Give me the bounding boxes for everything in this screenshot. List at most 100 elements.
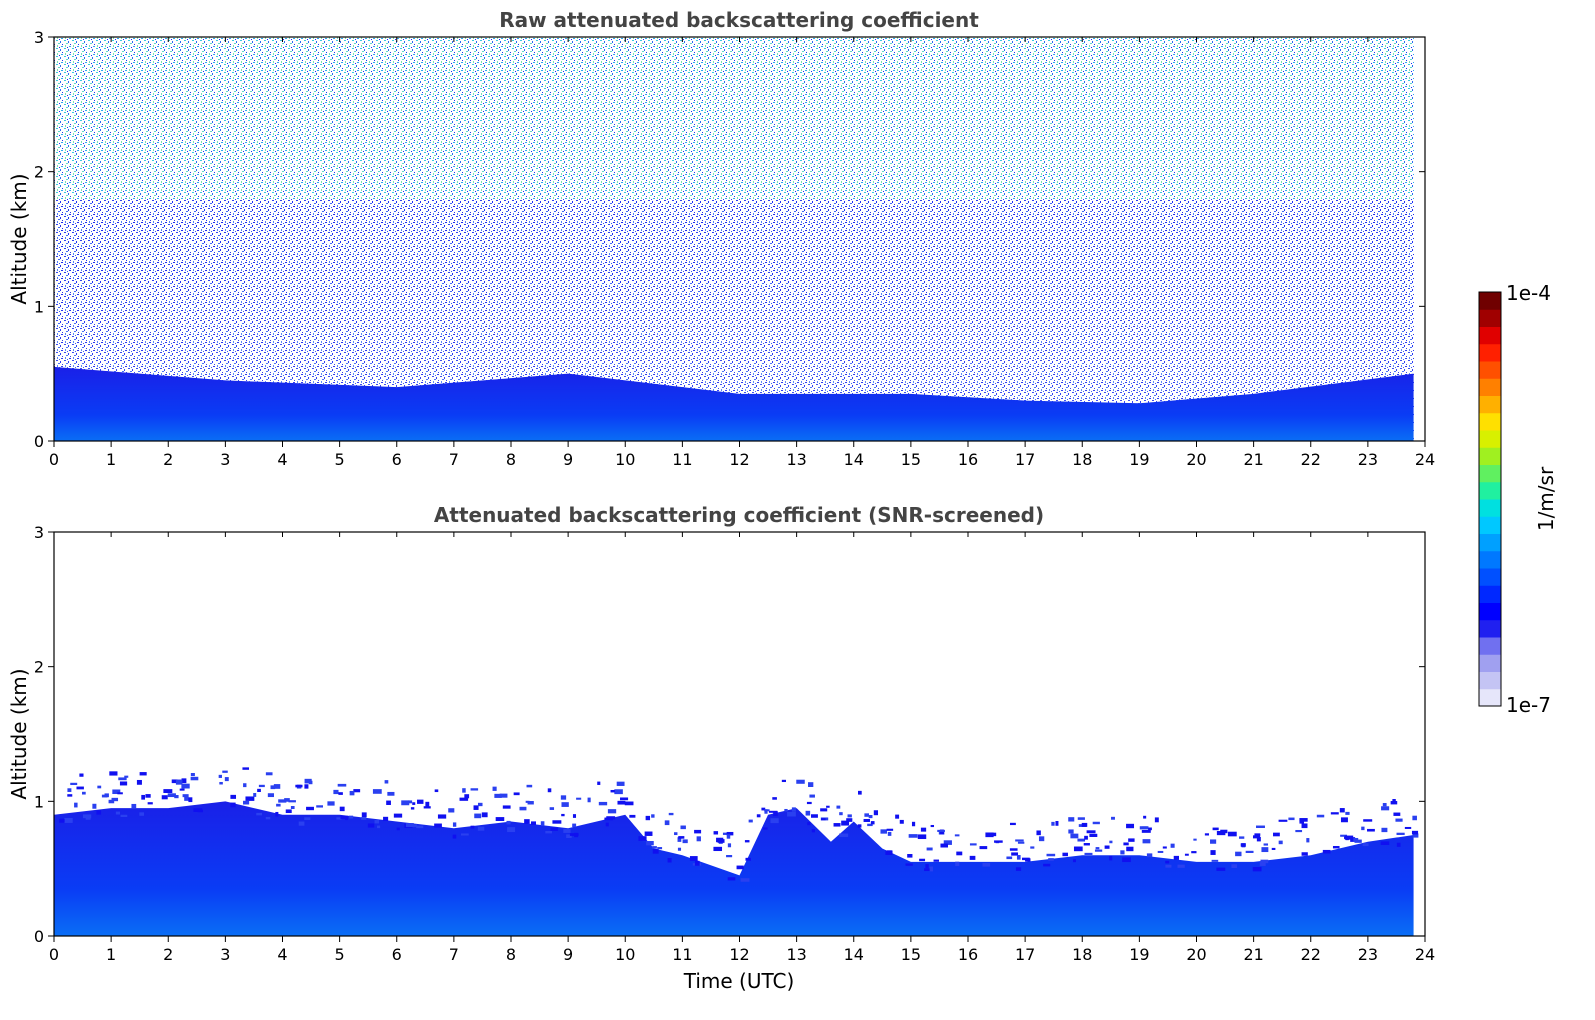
speckle [74, 802, 78, 808]
x-tick-label: 4 [277, 450, 287, 469]
speckle [1123, 842, 1129, 846]
speckle [434, 823, 442, 828]
speckle [652, 846, 657, 849]
speckle [265, 772, 273, 776]
speckle [452, 822, 457, 827]
speckle [1216, 867, 1226, 871]
speckle [809, 794, 815, 798]
x-tick-label: 23 [1358, 945, 1378, 964]
speckle [756, 814, 761, 818]
speckle [275, 811, 279, 817]
colorbar-swatch [1479, 671, 1501, 690]
speckle [405, 823, 414, 828]
speckle [1212, 827, 1219, 831]
speckle [572, 823, 577, 828]
speckle [494, 793, 502, 798]
speckle [547, 788, 552, 793]
speckle [926, 847, 933, 851]
speckle [1322, 849, 1331, 854]
speckle [276, 803, 281, 807]
x-tick-label: 15 [901, 450, 921, 469]
speckle [524, 819, 530, 824]
colorbar-swatch [1479, 343, 1501, 362]
colorbar-swatch [1479, 533, 1501, 552]
speckle [412, 802, 416, 805]
speckle [664, 820, 670, 826]
speckle [222, 770, 228, 773]
y-tick-label: 0 [34, 927, 44, 946]
speckle [566, 834, 572, 839]
speckle [290, 806, 295, 810]
colorbar-unit-label: 1/m/sr [1534, 466, 1558, 531]
speckle [943, 840, 952, 845]
speckle [1390, 801, 1398, 805]
speckle [826, 805, 830, 808]
speckle [278, 799, 287, 803]
x-tick-label: 15 [901, 945, 921, 964]
top-y-axis-label: Altitude (km) [7, 173, 31, 304]
speckle [552, 820, 562, 824]
speckle [197, 809, 203, 813]
speckle [820, 808, 828, 812]
colorbar-swatch [1479, 395, 1501, 414]
speckle [396, 827, 400, 831]
speckle [112, 789, 121, 795]
speckle [887, 831, 892, 836]
speckle [713, 831, 719, 835]
speckle [1245, 850, 1254, 853]
speckle [1227, 831, 1237, 837]
speckle [1072, 859, 1076, 863]
y-tick-label: 2 [34, 163, 44, 182]
speckle [933, 859, 940, 862]
speckle [67, 788, 72, 792]
speckle [1340, 834, 1348, 837]
colorbar-swatch [1479, 361, 1501, 379]
speckle [267, 793, 274, 798]
speckle [481, 812, 488, 818]
speckle [361, 812, 367, 818]
speckle [526, 784, 533, 788]
speckle [762, 827, 768, 830]
speckle [956, 851, 963, 856]
x-tick-label: 14 [844, 945, 864, 964]
colorbar-swatch [1479, 568, 1501, 586]
colorbar-swatch [1479, 464, 1501, 483]
speckle [598, 801, 608, 806]
speckle [839, 812, 843, 816]
speckle [713, 846, 723, 852]
speckle [668, 812, 674, 816]
speckle [1316, 814, 1325, 818]
speckle [256, 812, 263, 816]
speckle [527, 801, 534, 805]
speckle [1273, 832, 1280, 837]
speckle [1095, 847, 1100, 850]
speckle [1354, 839, 1362, 843]
x-tick-label: 19 [1129, 945, 1149, 964]
speckle [1094, 849, 1103, 852]
x-tick-label: 12 [729, 450, 749, 469]
speckle [1395, 818, 1403, 822]
speckle [745, 857, 751, 861]
speckle [85, 816, 91, 820]
speckle [678, 836, 685, 839]
speckle [1278, 819, 1288, 822]
speckle [1340, 817, 1348, 823]
speckle [386, 800, 391, 805]
speckle [1157, 850, 1164, 853]
speckle [1392, 798, 1396, 802]
speckle [1165, 864, 1172, 868]
speckle [1220, 829, 1228, 834]
speckle [513, 792, 520, 796]
speckle [748, 819, 753, 823]
colorbar-swatch [1479, 550, 1501, 569]
speckle [550, 827, 558, 831]
x-tick-label: 9 [563, 945, 573, 964]
x-tick-label: 8 [506, 945, 516, 964]
y-tick-label: 2 [34, 658, 44, 677]
y-tick-label: 3 [34, 523, 44, 542]
x-tick-label: 22 [1301, 945, 1321, 964]
speckle [495, 817, 505, 821]
speckle [474, 813, 482, 819]
speckle [1068, 829, 1074, 834]
speckle [163, 789, 173, 794]
